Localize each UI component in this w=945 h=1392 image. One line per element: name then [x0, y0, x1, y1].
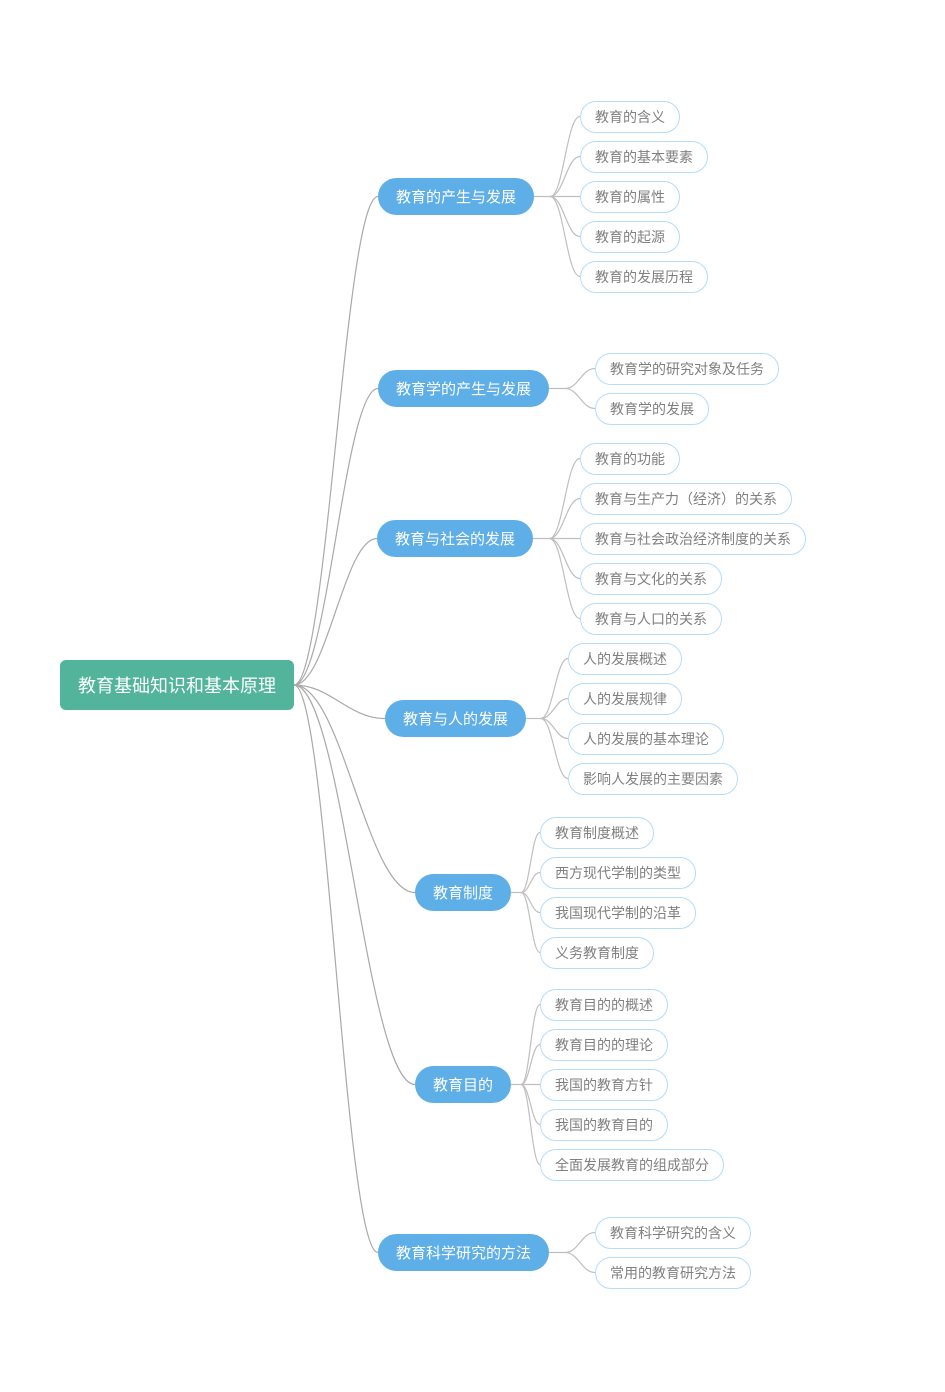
leaf-node-3-3: 影响人发展的主要因素: [568, 763, 738, 795]
branch-node-4: 教育制度: [415, 874, 511, 911]
leaf-node-1-0: 教育学的研究对象及任务: [595, 353, 779, 385]
leaf-node-4-2-label: 我国现代学制的沿革: [555, 903, 681, 923]
leaf-node-0-3-label: 教育的起源: [595, 227, 665, 247]
leaf-node-5-2-label: 我国的教育方针: [555, 1075, 653, 1095]
leaf-node-0-2: 教育的属性: [580, 181, 680, 213]
leaf-node-1-1: 教育学的发展: [595, 393, 709, 425]
leaf-node-5-0-label: 教育目的的概述: [555, 995, 653, 1015]
branch-node-1-label: 教育学的产生与发展: [396, 378, 531, 399]
leaf-node-4-3-label: 义务教育制度: [555, 943, 639, 963]
leaf-node-5-2: 我国的教育方针: [540, 1069, 668, 1101]
leaf-node-6-0-label: 教育科学研究的含义: [610, 1223, 736, 1243]
leaf-node-0-4-label: 教育的发展历程: [595, 267, 693, 287]
leaf-node-1-0-label: 教育学的研究对象及任务: [610, 359, 764, 379]
leaf-node-4-0: 教育制度概述: [540, 817, 654, 849]
branch-node-6-label: 教育科学研究的方法: [396, 1242, 531, 1263]
leaf-node-0-3: 教育的起源: [580, 221, 680, 253]
branch-node-1: 教育学的产生与发展: [378, 370, 549, 407]
leaf-node-4-2: 我国现代学制的沿革: [540, 897, 696, 929]
leaf-node-0-1: 教育的基本要素: [580, 141, 708, 173]
leaf-node-1-1-label: 教育学的发展: [610, 399, 694, 419]
leaf-node-3-2-label: 人的发展的基本理论: [583, 729, 709, 749]
leaf-node-0-4: 教育的发展历程: [580, 261, 708, 293]
leaf-node-6-0: 教育科学研究的含义: [595, 1217, 751, 1249]
branch-node-5: 教育目的: [415, 1066, 511, 1103]
leaf-node-2-4: 教育与人口的关系: [580, 603, 722, 635]
leaf-node-5-3: 我国的教育目的: [540, 1109, 668, 1141]
leaf-node-0-0-label: 教育的含义: [595, 107, 665, 127]
leaf-node-3-3-label: 影响人发展的主要因素: [583, 769, 723, 789]
leaf-node-6-1-label: 常用的教育研究方法: [610, 1263, 736, 1283]
branch-node-3-label: 教育与人的发展: [403, 708, 508, 729]
leaf-node-4-1: 西方现代学制的类型: [540, 857, 696, 889]
leaf-node-4-0-label: 教育制度概述: [555, 823, 639, 843]
branch-node-0: 教育的产生与发展: [378, 178, 534, 215]
root-node-label: 教育基础知识和基本原理: [78, 672, 276, 698]
branch-node-2-label: 教育与社会的发展: [395, 528, 515, 549]
leaf-node-2-0: 教育的功能: [580, 443, 680, 475]
leaf-node-5-0: 教育目的的概述: [540, 989, 668, 1021]
leaf-node-3-1-label: 人的发展规律: [583, 689, 667, 709]
leaf-node-0-2-label: 教育的属性: [595, 187, 665, 207]
branch-node-4-label: 教育制度: [433, 882, 493, 903]
leaf-node-3-1: 人的发展规律: [568, 683, 682, 715]
leaf-node-5-4-label: 全面发展教育的组成部分: [555, 1155, 709, 1175]
root-node: 教育基础知识和基本原理: [60, 660, 294, 710]
leaf-node-4-3: 义务教育制度: [540, 937, 654, 969]
leaf-node-2-3-label: 教育与文化的关系: [595, 569, 707, 589]
leaf-node-4-1-label: 西方现代学制的类型: [555, 863, 681, 883]
leaf-node-3-0-label: 人的发展概述: [583, 649, 667, 669]
leaf-node-5-3-label: 我国的教育目的: [555, 1115, 653, 1135]
leaf-node-5-4: 全面发展教育的组成部分: [540, 1149, 724, 1181]
leaf-node-0-0: 教育的含义: [580, 101, 680, 133]
leaf-node-5-1: 教育目的的理论: [540, 1029, 668, 1061]
leaf-node-2-0-label: 教育的功能: [595, 449, 665, 469]
branch-node-2: 教育与社会的发展: [377, 520, 533, 557]
leaf-node-2-4-label: 教育与人口的关系: [595, 609, 707, 629]
branch-node-6: 教育科学研究的方法: [378, 1234, 549, 1271]
branch-node-3: 教育与人的发展: [385, 700, 526, 737]
leaf-node-2-1: 教育与生产力（经济）的关系: [580, 483, 792, 515]
leaf-node-3-2: 人的发展的基本理论: [568, 723, 724, 755]
leaf-node-0-1-label: 教育的基本要素: [595, 147, 693, 167]
leaf-node-3-0: 人的发展概述: [568, 643, 682, 675]
branch-node-0-label: 教育的产生与发展: [396, 186, 516, 207]
leaf-node-2-2: 教育与社会政治经济制度的关系: [580, 523, 806, 555]
leaf-node-2-2-label: 教育与社会政治经济制度的关系: [595, 529, 791, 549]
leaf-node-6-1: 常用的教育研究方法: [595, 1257, 751, 1289]
leaf-node-2-3: 教育与文化的关系: [580, 563, 722, 595]
leaf-node-2-1-label: 教育与生产力（经济）的关系: [595, 489, 777, 509]
leaf-node-5-1-label: 教育目的的理论: [555, 1035, 653, 1055]
branch-node-5-label: 教育目的: [433, 1074, 493, 1095]
